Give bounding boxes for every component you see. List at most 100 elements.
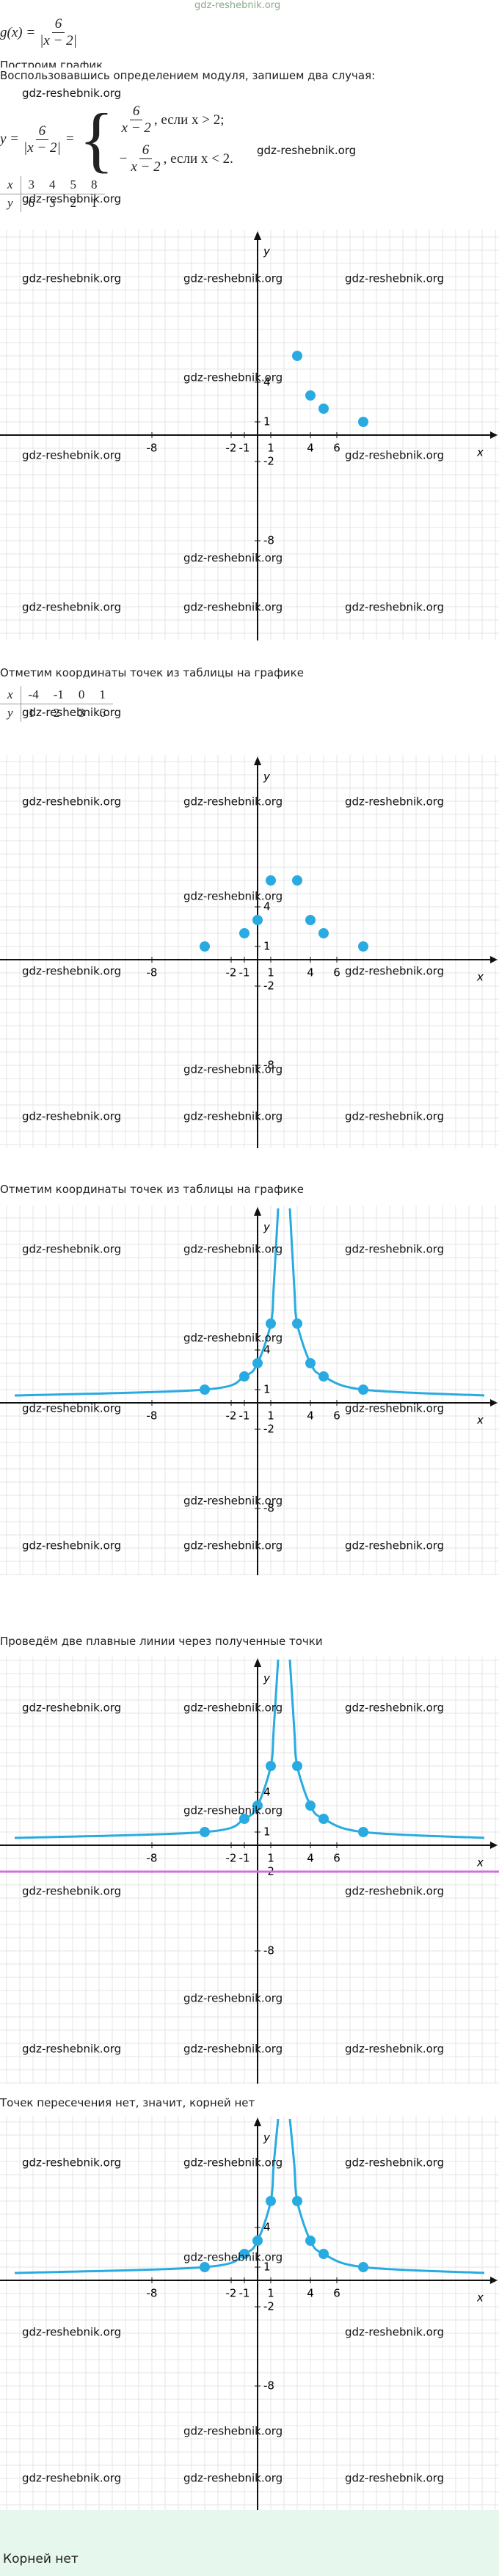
x-tick-label: -1 bbox=[239, 966, 250, 979]
x-tick-label: 6 bbox=[333, 1409, 340, 1423]
text: Точек пересечения нет, значит, корней не… bbox=[0, 2096, 255, 2109]
x-tick-label: -2 bbox=[226, 1409, 237, 1423]
row-header: y bbox=[0, 704, 21, 722]
table: x -4 -1 0 1 y 1 2 3 6 bbox=[0, 686, 113, 722]
formula-lhs: g(x) = bbox=[0, 24, 36, 40]
equals: = bbox=[65, 131, 75, 147]
y-tick-label: 1 bbox=[263, 415, 271, 428]
cell: 5 bbox=[62, 176, 84, 194]
watermark: gdz-reshebnik.org bbox=[183, 1243, 283, 1256]
point bbox=[358, 941, 368, 952]
cell: 3 bbox=[21, 176, 43, 194]
x-tick-label: 4 bbox=[307, 1409, 314, 1423]
point bbox=[305, 390, 316, 401]
watermark: gdz-reshebnik.org bbox=[345, 965, 444, 978]
value-table: x -4 -1 0 1 y 1 2 3 6 bbox=[0, 686, 113, 722]
denominator: x − 2 bbox=[131, 159, 161, 175]
watermark: gdz-reshebnik.org bbox=[22, 965, 121, 978]
y-tick-label: -2 bbox=[263, 455, 274, 468]
watermark: gdz-reshebnik.org bbox=[183, 2425, 283, 2438]
point bbox=[252, 2236, 263, 2246]
point bbox=[292, 1318, 302, 1329]
point bbox=[292, 2196, 302, 2206]
y-arrow bbox=[254, 1658, 261, 1667]
point bbox=[266, 875, 276, 886]
watermark: gdz-reshebnik.org bbox=[345, 1701, 444, 1715]
point bbox=[239, 2249, 249, 2259]
x-tick-label: -8 bbox=[147, 1409, 158, 1423]
point bbox=[239, 928, 249, 938]
x-tick-label: 6 bbox=[333, 2287, 340, 2300]
x-tick-label: 6 bbox=[333, 1852, 340, 1865]
watermark: gdz-reshebnik.org bbox=[22, 1701, 121, 1715]
watermark: gdz-reshebnik.org bbox=[183, 2156, 283, 2170]
y-tick-label: 1 bbox=[263, 1383, 271, 1396]
x-axis-label: x bbox=[476, 1856, 484, 1869]
curve bbox=[288, 1208, 485, 1397]
point bbox=[358, 1384, 368, 1395]
watermark: gdz-reshebnik.org bbox=[183, 1110, 283, 1123]
cell: -1 bbox=[45, 686, 71, 704]
x-axis-label: x bbox=[476, 971, 484, 984]
point bbox=[200, 1827, 210, 1837]
curve bbox=[288, 2118, 485, 2274]
cell: 6 bbox=[99, 706, 106, 720]
x-axis-label: x bbox=[476, 446, 484, 459]
y-tick-label: -2 bbox=[263, 1423, 274, 1436]
fraction: 6 |x − 2| bbox=[23, 123, 61, 156]
watermark: gdz-reshebnik.org bbox=[345, 1110, 444, 1123]
watermark: gdz-reshebnik.org bbox=[345, 2472, 444, 2485]
watermark: gdz-reshebnik.org bbox=[257, 144, 357, 157]
watermark: gdz-reshebnik.org bbox=[183, 1992, 283, 2005]
cell: 4 bbox=[42, 176, 63, 194]
y-axis-label: y bbox=[263, 245, 271, 258]
watermark: gdz-reshebnik.org bbox=[183, 2472, 283, 2485]
watermark: gdz-reshebnik.org bbox=[22, 706, 122, 719]
x-tick-label: -8 bbox=[147, 966, 158, 979]
x-tick-label: 1 bbox=[267, 2287, 274, 2300]
point bbox=[200, 941, 210, 952]
cell: 6 bbox=[28, 196, 35, 210]
answer-band bbox=[0, 2510, 499, 2576]
watermark: gdz-reshebnik.org bbox=[345, 1885, 444, 1898]
watermark: gdz-reshebnik.org bbox=[183, 1495, 283, 1508]
y-tick-label: 4 bbox=[263, 376, 271, 389]
cell: -4 bbox=[21, 686, 46, 704]
row-header: y bbox=[0, 194, 21, 212]
watermark: gdz-reshebnik.org bbox=[183, 552, 283, 565]
cell: 3 bbox=[78, 706, 85, 720]
point bbox=[292, 875, 302, 886]
watermark: gdz-reshebnik.org bbox=[183, 272, 283, 285]
point bbox=[292, 351, 302, 361]
text: Отметим координаты точек из таблицы на г… bbox=[0, 1183, 304, 1196]
y-tick-label: 1 bbox=[263, 940, 271, 953]
watermark: gdz-reshebnik.org bbox=[22, 601, 121, 614]
numerator: 6 bbox=[129, 103, 143, 120]
denominator: x − 2 bbox=[121, 120, 151, 136]
x-arrow bbox=[490, 956, 498, 963]
text: Проведём две плавные линии через получен… bbox=[0, 1635, 323, 1648]
watermark: gdz-reshebnik.org bbox=[345, 2043, 444, 2056]
curve bbox=[14, 2118, 280, 2274]
cell: 3 bbox=[49, 196, 56, 210]
y-axis-label: y bbox=[263, 1221, 271, 1234]
formula: g(x) = 6 |x − 2| bbox=[0, 16, 77, 49]
point bbox=[305, 2236, 316, 2246]
watermark: gdz-reshebnik.org bbox=[183, 1701, 283, 1715]
watermark: gdz-reshebnik.org bbox=[22, 795, 121, 809]
lhs: y = bbox=[0, 131, 20, 147]
x-tick-label: 6 bbox=[333, 442, 340, 455]
watermark: gdz-reshebnik.org bbox=[22, 1243, 121, 1256]
watermark: gdz-reshebnik.org bbox=[183, 1804, 283, 1817]
y-tick-label: -2 bbox=[263, 979, 274, 993]
watermark: gdz-reshebnik.org bbox=[183, 1539, 283, 1552]
